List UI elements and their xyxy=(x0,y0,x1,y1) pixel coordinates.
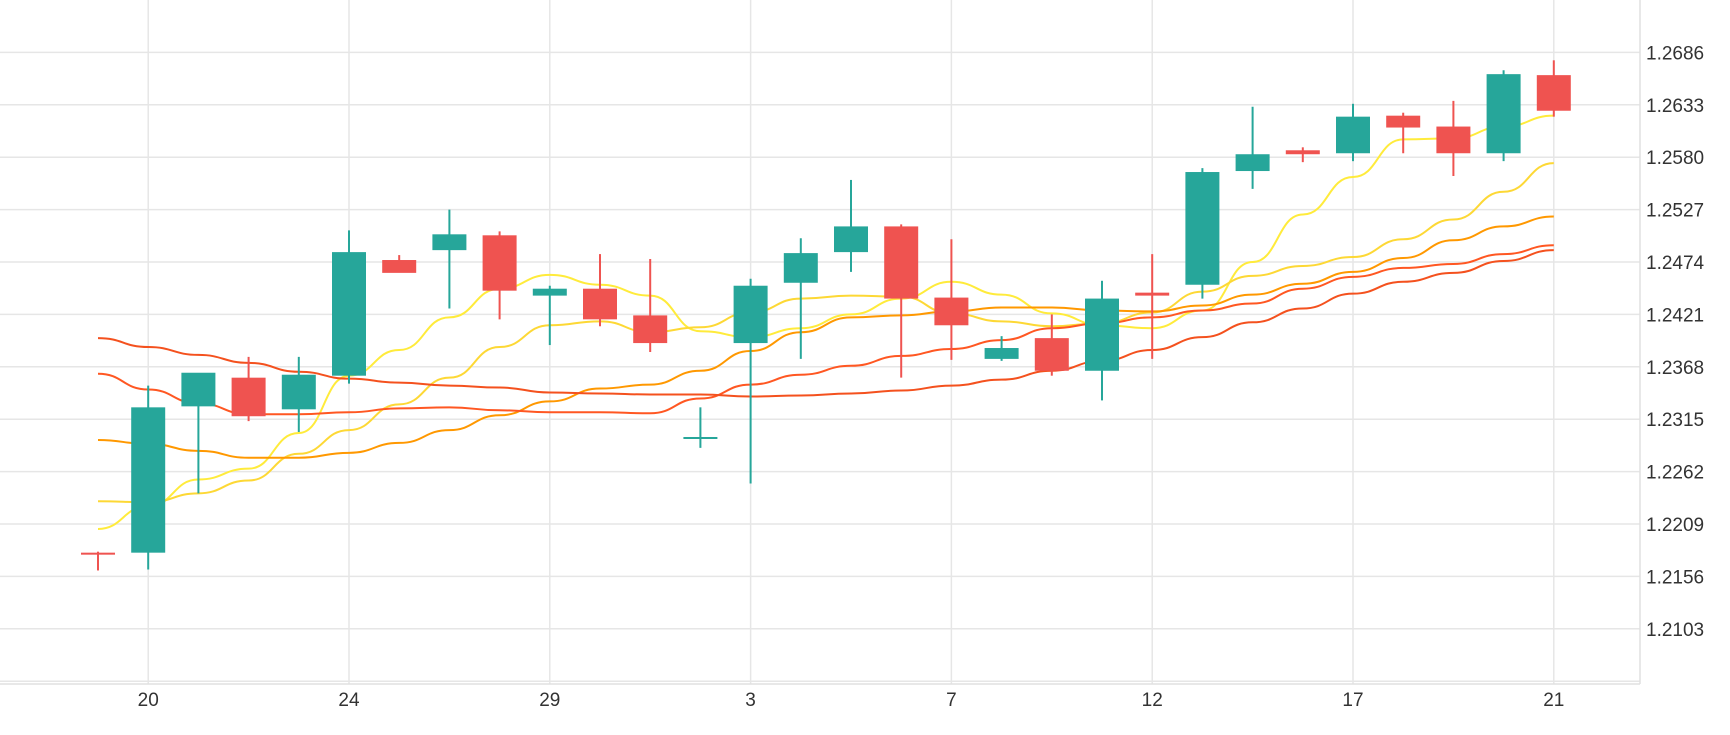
candle xyxy=(733,278,768,484)
y-tick-label: 1.2421 xyxy=(1646,305,1704,326)
candle-body xyxy=(884,226,919,299)
candle xyxy=(834,179,868,272)
moving-average-line xyxy=(97,249,1554,398)
candle xyxy=(1135,254,1170,359)
candle-body xyxy=(281,374,316,410)
axis-layer: 1.2686 1.2633 1.2580 1.2527 1.2474 1.2421 1.23… xyxy=(0,0,1705,711)
moving-average-line xyxy=(97,114,1554,530)
candle-body xyxy=(984,348,1019,359)
y-tick-label: 1.2633 xyxy=(1646,96,1704,117)
candle xyxy=(1285,147,1320,163)
candle-body xyxy=(1536,75,1571,111)
y-tick-label: 1.2209 xyxy=(1646,515,1704,536)
y-tick-label: 1.2527 xyxy=(1646,201,1704,222)
candle xyxy=(1034,314,1069,376)
y-tick-label: 1.2686 xyxy=(1646,43,1704,64)
candle xyxy=(1085,280,1119,401)
candle-body xyxy=(834,226,868,253)
candle xyxy=(81,551,115,571)
candle xyxy=(884,224,919,378)
candle xyxy=(984,336,1019,361)
candle xyxy=(181,372,216,494)
y-tick-label: 1.2580 xyxy=(1646,148,1704,169)
candle xyxy=(332,230,366,384)
candle-body xyxy=(683,436,718,439)
candle-body xyxy=(432,234,467,251)
candle-body xyxy=(532,288,567,296)
candle-body xyxy=(783,253,818,283)
candle xyxy=(532,285,567,346)
x-tick-label: 17 xyxy=(1342,690,1363,711)
y-tick-label: 1.2315 xyxy=(1646,410,1704,431)
candle-body xyxy=(382,260,417,273)
candle-body xyxy=(1034,338,1069,371)
grid-layer xyxy=(0,0,1640,684)
candle xyxy=(583,254,617,327)
candle-body xyxy=(1135,292,1170,296)
x-tick-label: 20 xyxy=(138,690,159,711)
candle-body xyxy=(482,235,517,291)
candle xyxy=(1486,70,1521,162)
x-tick-label: 3 xyxy=(745,690,756,711)
candle xyxy=(482,231,517,320)
candle xyxy=(382,255,417,273)
candle-layer xyxy=(81,60,1571,571)
candle xyxy=(1235,106,1270,189)
candle-body xyxy=(1486,74,1521,154)
candle xyxy=(231,356,266,422)
moving-average-layer xyxy=(97,114,1554,530)
candle-body xyxy=(1336,116,1370,154)
y-tick-label: 1.2368 xyxy=(1646,358,1704,379)
y-tick-label: 1.2262 xyxy=(1646,463,1704,484)
candle xyxy=(432,209,467,309)
candle xyxy=(683,407,718,448)
candle-body xyxy=(583,288,617,320)
candle-body xyxy=(1085,298,1119,371)
candle-body xyxy=(131,407,166,553)
candle-body xyxy=(231,377,266,417)
candle-body xyxy=(633,315,668,344)
candle xyxy=(1185,168,1220,299)
candle-body xyxy=(1285,150,1320,155)
candle-body xyxy=(1436,126,1471,154)
candle xyxy=(1536,60,1571,117)
y-tick-label: 1.2103 xyxy=(1646,620,1704,641)
candle-body xyxy=(1386,115,1421,128)
y-tick-label: 1.2156 xyxy=(1646,567,1704,588)
candle xyxy=(131,385,166,570)
candle-body xyxy=(332,252,366,376)
x-tick-label: 12 xyxy=(1142,690,1163,711)
candle-body xyxy=(733,285,768,344)
x-tick-label: 29 xyxy=(539,690,560,711)
candle-body xyxy=(1185,172,1220,285)
moving-average-line xyxy=(97,215,1554,459)
candle xyxy=(1386,112,1421,154)
x-tick-label: 7 xyxy=(946,690,957,711)
moving-average-line xyxy=(97,244,1554,416)
candle-body xyxy=(1235,154,1270,172)
candle-body xyxy=(81,552,115,555)
candle-body xyxy=(934,297,969,326)
candle xyxy=(633,259,668,352)
candle xyxy=(1336,103,1370,162)
moving-average-line xyxy=(97,162,1554,504)
candle-body xyxy=(181,372,216,407)
candle xyxy=(934,239,969,360)
candle xyxy=(783,238,818,359)
candle xyxy=(1436,100,1471,176)
candle xyxy=(281,356,316,433)
x-tick-label: 21 xyxy=(1543,690,1564,711)
y-tick-label: 1.2474 xyxy=(1646,253,1705,274)
x-tick-label: 24 xyxy=(338,690,360,711)
